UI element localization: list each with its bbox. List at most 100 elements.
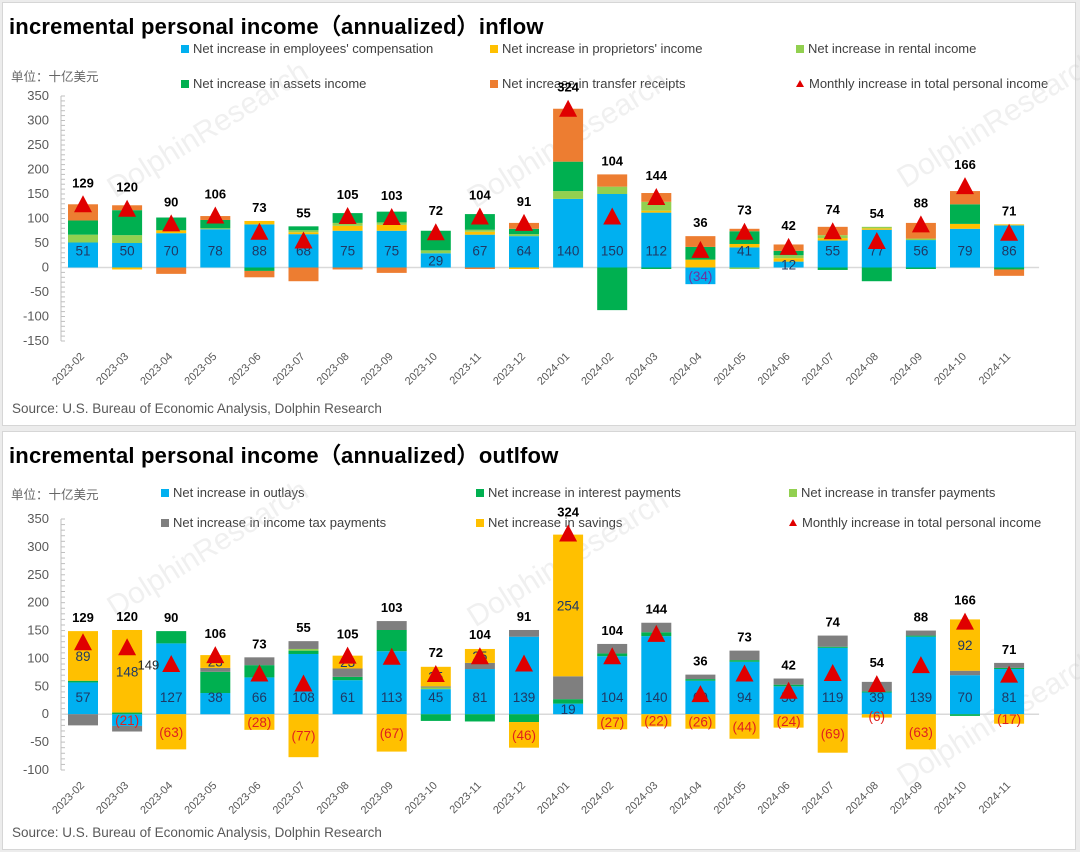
total-triangle-marker (382, 208, 401, 226)
legend-item-employees-compensation: Net increase in employees' compensation (181, 41, 433, 56)
bar-segment-blue (244, 677, 275, 715)
total-triangle-marker (294, 674, 313, 692)
total-triangle-marker (426, 665, 445, 683)
bar-segment-lightgreen (332, 222, 363, 226)
total-triangle-marker (735, 664, 754, 682)
bar-segment-yellow (729, 243, 760, 248)
bar-segment-blue (68, 682, 98, 715)
bar-segment-green (729, 660, 760, 662)
total-value-label: 106 (204, 626, 226, 641)
bar-segment-yellow (156, 714, 187, 750)
x-tick-label: 2023-06 (226, 780, 263, 817)
bar-segment-orange (376, 267, 407, 273)
bar-segment-gray (994, 662, 1025, 668)
bar-segment-gray (509, 629, 539, 637)
bar-segment-yellow (597, 714, 628, 730)
bar-value-label: 50 (120, 244, 135, 259)
legend-swatch-yellow (490, 44, 498, 53)
x-tick-label: 2024-02 (579, 351, 616, 388)
y-tick-label: 300 (27, 539, 49, 554)
bar-value-label: 140 (557, 244, 580, 259)
bar-segment-blue (420, 253, 451, 268)
total-triangle-marker (956, 177, 974, 195)
x-tick-label: 2024-01 (535, 780, 572, 817)
bar-value-label: 79 (957, 244, 972, 259)
x-tick-label: 2024-02 (579, 780, 616, 817)
bar-value-label: 56 (913, 244, 928, 259)
bar-segment-yellow (773, 258, 804, 262)
x-tick-label: 2024-04 (667, 351, 704, 388)
x-tick-label: 2023-04 (138, 780, 175, 817)
bar-segment-green (597, 267, 628, 311)
y-tick-label: 100 (27, 650, 49, 665)
bar-value-label: 86 (1002, 244, 1017, 259)
legend-item-income-tax-payments: Net increase in income tax payments (161, 515, 386, 530)
bar-segment-yellow (861, 714, 892, 718)
total-value-label: 144 (645, 168, 667, 183)
bar-segment-lightgreen (861, 226, 892, 229)
inflow-chart-panel: incremental personal income（annualized）i… (2, 2, 1080, 426)
total-value-label: 72 (429, 203, 443, 218)
bar-segment-yellow (905, 714, 936, 750)
bar-value-label: 66 (252, 690, 267, 705)
bar-segment-yellow (553, 534, 584, 677)
total-value-label: 104 (601, 623, 623, 638)
legend-item-savings: Net increase in savings (476, 515, 622, 530)
bar-value-label: 108 (292, 690, 315, 705)
bar-segment-blue (509, 236, 539, 268)
total-value-label: 90 (164, 194, 178, 209)
bar-value-label: (63) (159, 725, 183, 740)
legend-item-rental-income: Net increase in rental income (796, 41, 976, 56)
y-tick-label: -100 (23, 309, 49, 324)
total-value-label: 166 (954, 157, 976, 172)
bar-segment-blue (950, 675, 980, 715)
total-triangle-marker (250, 664, 269, 682)
bar-segment-yellow (729, 714, 760, 739)
bar-segment-lightgreen (288, 230, 319, 233)
total-triangle-marker (647, 624, 666, 642)
total-triangle-marker (1000, 665, 1019, 683)
x-tick-label: 2024-10 (932, 780, 969, 817)
x-tick-label: 2023-04 (138, 351, 175, 388)
bar-segment-green (68, 680, 98, 683)
bar-value-label: 70 (957, 690, 972, 705)
bar-segment-lightgreen (553, 191, 584, 199)
bar-segment-green (950, 714, 980, 716)
bar-value-label: 94 (737, 690, 753, 705)
total-value-label: 90 (164, 610, 178, 625)
bar-segment-yellow (244, 714, 275, 730)
x-tick-label: 2024-09 (888, 780, 925, 817)
bar-value-label: 112 (646, 244, 668, 259)
bar-segment-yellow (817, 238, 848, 241)
x-tick-label: 2023-11 (448, 351, 484, 387)
total-value-label: 73 (252, 636, 266, 651)
bar-value-label: 148 (116, 664, 139, 679)
bar-segment-green (420, 714, 451, 721)
total-triangle-marker (691, 240, 710, 258)
bar-segment-lightgreen (509, 234, 539, 237)
outflow-chart-panel: incremental personal income（annualized）o… (2, 431, 1080, 850)
bar-segment-blue (905, 636, 936, 715)
bar-value-label: 75 (384, 244, 399, 259)
bar-segment-green (420, 230, 451, 251)
y-tick-label: 200 (27, 162, 49, 177)
legend-label: Net increase in outlays (173, 485, 305, 500)
total-value-label: 129 (72, 610, 94, 625)
y-tick-label: 50 (35, 235, 49, 250)
legend-item-proprietors-income: Net increase in proprietors' income (490, 41, 702, 56)
outflow-unit-label: 单位：十亿美元 (11, 488, 99, 502)
total-value-label: 120 (116, 180, 138, 195)
total-value-label: 74 (825, 615, 840, 630)
bar-segment-blue (509, 636, 539, 715)
legend-label: Net increase in savings (488, 515, 623, 530)
x-tick-label: 2023-07 (271, 780, 308, 817)
x-tick-label: 2023-05 (182, 780, 219, 817)
bar-segment-blue (112, 714, 143, 726)
total-triangle-marker (603, 207, 622, 225)
bar-value-label: 38 (208, 690, 223, 705)
bar-segment-gray (553, 676, 584, 700)
total-triangle-marker (559, 99, 578, 117)
y-tick-label: 300 (27, 113, 49, 128)
bar-segment-green (553, 699, 584, 704)
y-tick-label: 0 (42, 260, 49, 275)
